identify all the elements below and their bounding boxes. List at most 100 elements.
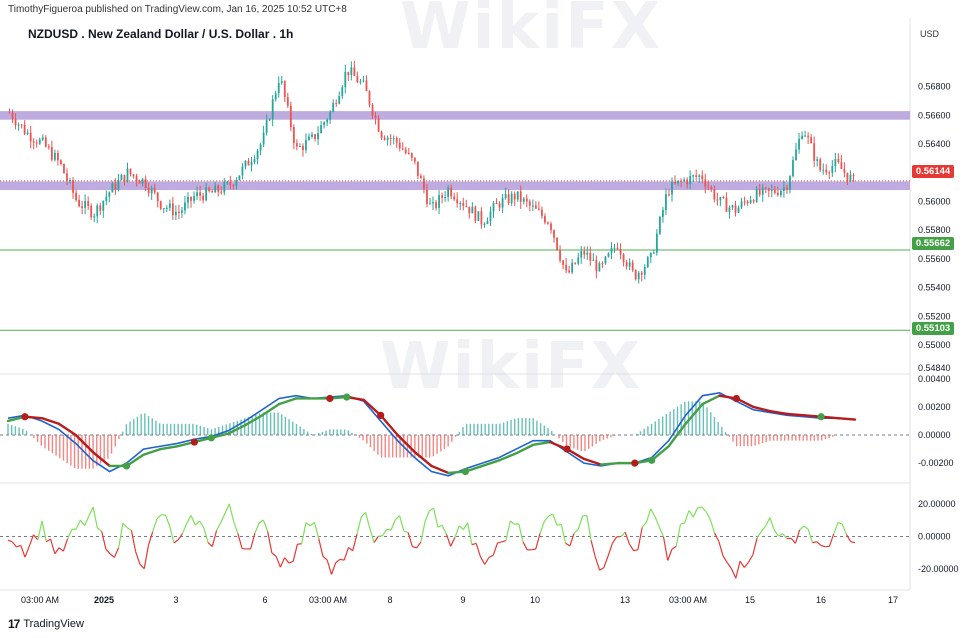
time-tick-label: 6 [262,595,267,605]
crossover-dot [326,394,334,403]
resistance-zone [0,111,910,120]
candle-body [299,146,301,148]
candle-body [553,230,555,238]
candle-body [680,180,682,182]
osc-segment [620,531,626,537]
candle-body [562,260,564,265]
candles-layer [8,60,855,284]
osc-segment [688,510,694,518]
candle-body [341,87,344,96]
candle-body [528,201,531,206]
candle-body [671,181,673,195]
signal-line-segment [701,394,721,406]
candle-body [513,193,516,200]
candle-body [383,137,386,140]
candle-body [519,191,522,202]
candle-body [147,187,150,194]
candle-body [592,260,595,262]
candle-body [601,263,604,265]
candle-body [783,187,785,191]
candle-body [764,187,767,189]
osc-tick-label: -20.00000 [918,564,959,574]
candle-body [120,174,123,181]
osc-segment [305,522,311,527]
crossover-dot [461,467,469,476]
candle-body [374,115,377,118]
time-tick-label: 15 [745,595,755,605]
candle-body [205,187,208,201]
candle-body [822,169,825,171]
candle-body [435,202,437,208]
osc-segment [501,539,507,543]
osc-segment [364,512,371,529]
candle-body [117,180,120,190]
candle-body [114,183,117,190]
price-tick-label: 0.56600 [918,110,951,120]
candle-body [752,200,755,202]
candle-body [634,270,637,280]
time-tick-label: 03:00 AM [309,595,347,605]
candle-body [707,186,710,188]
osc-segment [326,559,333,575]
osc-segment [267,531,273,554]
osc-segment [398,515,405,532]
price-tick-label: 0.55000 [918,340,951,350]
osc-segment [292,544,299,562]
osc-segment [279,557,286,568]
osc-segment [569,533,575,547]
signal-line-segment [260,402,281,417]
macd-tick-label: 0.00200 [918,402,951,412]
osc-segment [199,520,205,528]
candle-body [565,264,568,271]
candle-body [674,181,676,184]
osc-segment [680,522,685,525]
candle-body [438,195,440,208]
publisher-line: TimothyFigueroa published on TradingView… [8,4,347,15]
candle-body [725,197,728,212]
osc-segment [845,534,852,542]
candle-body [87,200,90,206]
osc-segment [92,506,98,529]
candle-body [758,189,761,195]
osc-segment [671,545,677,550]
candle-body [616,247,619,250]
osc-segment [458,525,464,530]
candle-body [483,223,486,225]
osc-segment [828,533,835,547]
crossover-dot [207,434,215,442]
crossover-dot [190,438,198,446]
osc-segment [760,525,767,532]
candle-body [305,140,307,151]
candle-body [81,206,84,208]
osc-segment [603,555,609,568]
osc-segment [433,508,439,528]
candle-body [226,182,229,184]
osc-segment [535,533,541,550]
osc-segment [445,533,452,547]
candle-body [126,168,129,182]
candle-body [686,179,689,185]
candle-body [743,201,746,203]
osc-segment [637,527,643,550]
osc-segment [335,558,341,564]
osc-segment [378,535,383,537]
tradingview-footer[interactable]: 17 TradingView [8,617,84,631]
candle-body [286,97,289,106]
candle-body [471,206,474,214]
osc-segment [812,541,817,544]
candle-body [677,180,679,184]
candle-body [202,195,205,201]
candle-body [398,142,401,149]
osc-segment [594,557,601,571]
candle-body [598,263,601,272]
symbol-title[interactable]: NZDUSD . New Zealand Dollar / U.S. Dolla… [28,27,294,41]
osc-segment [343,547,350,561]
osc-segment [258,519,264,524]
osc-segment [309,521,315,527]
osc-segment [382,528,388,536]
level-tag-2: 0.55103 [912,322,954,335]
candle-body [244,160,247,167]
candle-body [498,203,501,208]
signal-line-segment [515,443,535,455]
osc-segment [645,508,652,523]
